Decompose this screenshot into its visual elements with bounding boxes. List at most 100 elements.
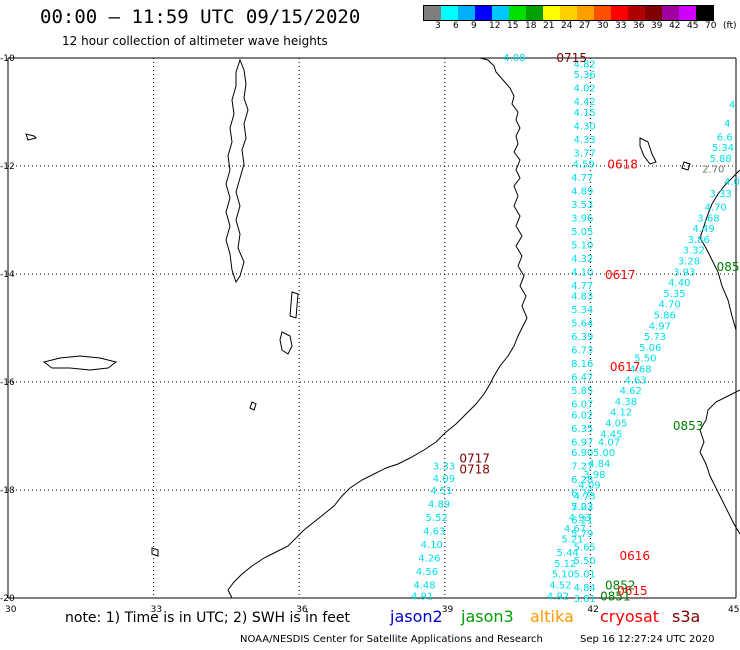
swh-value: 6.47: [571, 373, 593, 384]
swh-value: 4.38: [615, 397, 637, 408]
latitude-label: -18: [0, 486, 15, 496]
swh-value: 4.09: [578, 481, 600, 492]
swh-value: 4.91: [411, 591, 433, 602]
swh-value: 4.45: [600, 429, 622, 440]
color-scale-label: 36: [633, 21, 645, 31]
swh-value: 5.73: [644, 332, 666, 343]
credit-line: NOAA/NESDIS Center for Satellite Applica…: [240, 634, 543, 645]
swh-value: 3.33: [433, 462, 455, 473]
swh-value: 5.50: [634, 354, 656, 365]
swh-value: 5.36: [574, 70, 596, 81]
swh-values: 4.08 4.825.36 4.02 4.424.15 4.30 4.33 3.774.59…: [411, 53, 740, 605]
color-swatch: [441, 6, 458, 20]
color-swatch: [662, 6, 679, 20]
swh-value: 4.77: [571, 173, 593, 184]
latitude-label: -12: [0, 162, 15, 172]
color-swatch: [509, 6, 526, 20]
color-swatch: [628, 6, 645, 20]
color-scale-label: 21: [543, 21, 555, 31]
swh-value: 3.33: [709, 189, 731, 200]
satellite-name: s3a: [672, 607, 701, 626]
swh-value: 5.35: [663, 289, 685, 300]
swh-value: 4.42: [574, 97, 596, 108]
swh-value: 5.50: [574, 556, 596, 567]
pass-time-label: 0852: [605, 579, 636, 593]
lake-malawi: [225, 58, 249, 284]
swh-value: 4.63: [423, 527, 445, 538]
swh-value: 4.40: [668, 278, 690, 289]
pass-time-label: 0851: [600, 589, 631, 603]
pass-time-label: 0616: [620, 549, 651, 563]
satellite-name: jason2: [390, 607, 443, 626]
swh-value: 5.21: [561, 535, 583, 546]
swh-value: 4: [729, 100, 735, 111]
small-lake-1: [25, 133, 37, 141]
axis-labels: 30 33 36 39 42 45 -10 -12 -14 -16 -18 -20: [0, 54, 739, 615]
swh-value: 5.44: [557, 548, 579, 559]
swh-value: 6.35: [571, 424, 593, 435]
color-scale-label: 27: [579, 21, 591, 31]
swh-value: 5.01: [574, 570, 596, 581]
color-scale-label: 24: [561, 21, 573, 31]
swh-value: 4.73: [574, 491, 596, 502]
swh-value: 5.23: [571, 502, 593, 513]
color-scale-label: 33: [615, 21, 627, 31]
color-scale-label: 3: [435, 21, 441, 31]
color-scale-label: 39: [651, 21, 663, 31]
swh-value: 4.84: [574, 583, 596, 594]
swh-value: 4.77: [571, 281, 593, 292]
comoros-small: [681, 161, 691, 171]
pass-time-label: 0615: [617, 584, 648, 598]
swh-value: 6.6: [717, 132, 733, 143]
swh-value: 5.06: [639, 343, 661, 354]
color-scale-label: 30: [597, 21, 609, 31]
swh-value: 5.05: [571, 227, 593, 238]
swh-value: 4.32: [571, 254, 593, 265]
small-lake-2: [289, 291, 299, 319]
swh-value: 4.82: [574, 59, 596, 70]
swh-value: 5.34: [571, 305, 593, 316]
swh-value: 3.53: [571, 200, 593, 211]
swh-value: 3.28: [678, 257, 700, 268]
timestamp: Sep 16 12:27:24 UTC 2020: [580, 634, 715, 645]
swh-value: 6.02: [571, 410, 593, 421]
color-swatch: [577, 6, 594, 20]
pass-time-label: 0715: [556, 51, 587, 65]
swh-value: 4.05: [605, 419, 627, 430]
swh-value: 5.85: [571, 386, 593, 397]
color-scale-label: 45: [687, 21, 699, 31]
satellite-name: jason3: [461, 607, 514, 626]
longitude-label: 42: [587, 605, 598, 615]
color-scale-label: 18: [525, 21, 537, 31]
color-swatch: [594, 6, 611, 20]
footer-note: note: 1) Time is in UTC; 2) SWH is in fe…: [65, 610, 351, 626]
swh-value: 4.62: [620, 386, 642, 397]
swh-value: 4.33: [574, 135, 596, 146]
color-swatch: [679, 6, 696, 20]
swh-value: 4.70: [658, 300, 680, 311]
pass-time-label: 0617: [605, 268, 636, 282]
grid-lines: [7, 57, 737, 599]
color-scale-labels: 3 6 9 12 15 18 21 24 27 30 33 36 39 42 45 70 (ft): [423, 21, 740, 33]
longitude-label: 30: [5, 605, 17, 615]
swh-value: 6.73: [571, 346, 593, 357]
swh-value: 8.16: [571, 359, 593, 370]
color-scale-label: 70: [705, 21, 717, 31]
swh-value: 6.28: [571, 475, 593, 486]
swh-value: 6.97: [571, 437, 593, 448]
pass-time-label: 0617: [610, 360, 641, 374]
color-swatch: [543, 6, 560, 20]
color-scale-label: 12: [489, 21, 501, 31]
swh-value: 4.08: [503, 53, 525, 64]
swh-value: 5.12: [554, 559, 576, 570]
swh-value: 4.09: [724, 177, 740, 188]
satellite-name: altika: [530, 607, 574, 626]
swh-value: 5.65: [574, 543, 596, 554]
color-scale-legend: [423, 5, 714, 21]
swh-value: 3.77: [574, 149, 596, 160]
swh-value: 5.10: [552, 570, 574, 581]
swh-value: 4.26: [418, 554, 440, 565]
small-lake-4: [151, 547, 159, 557]
swh-value: 4.93: [569, 513, 591, 524]
